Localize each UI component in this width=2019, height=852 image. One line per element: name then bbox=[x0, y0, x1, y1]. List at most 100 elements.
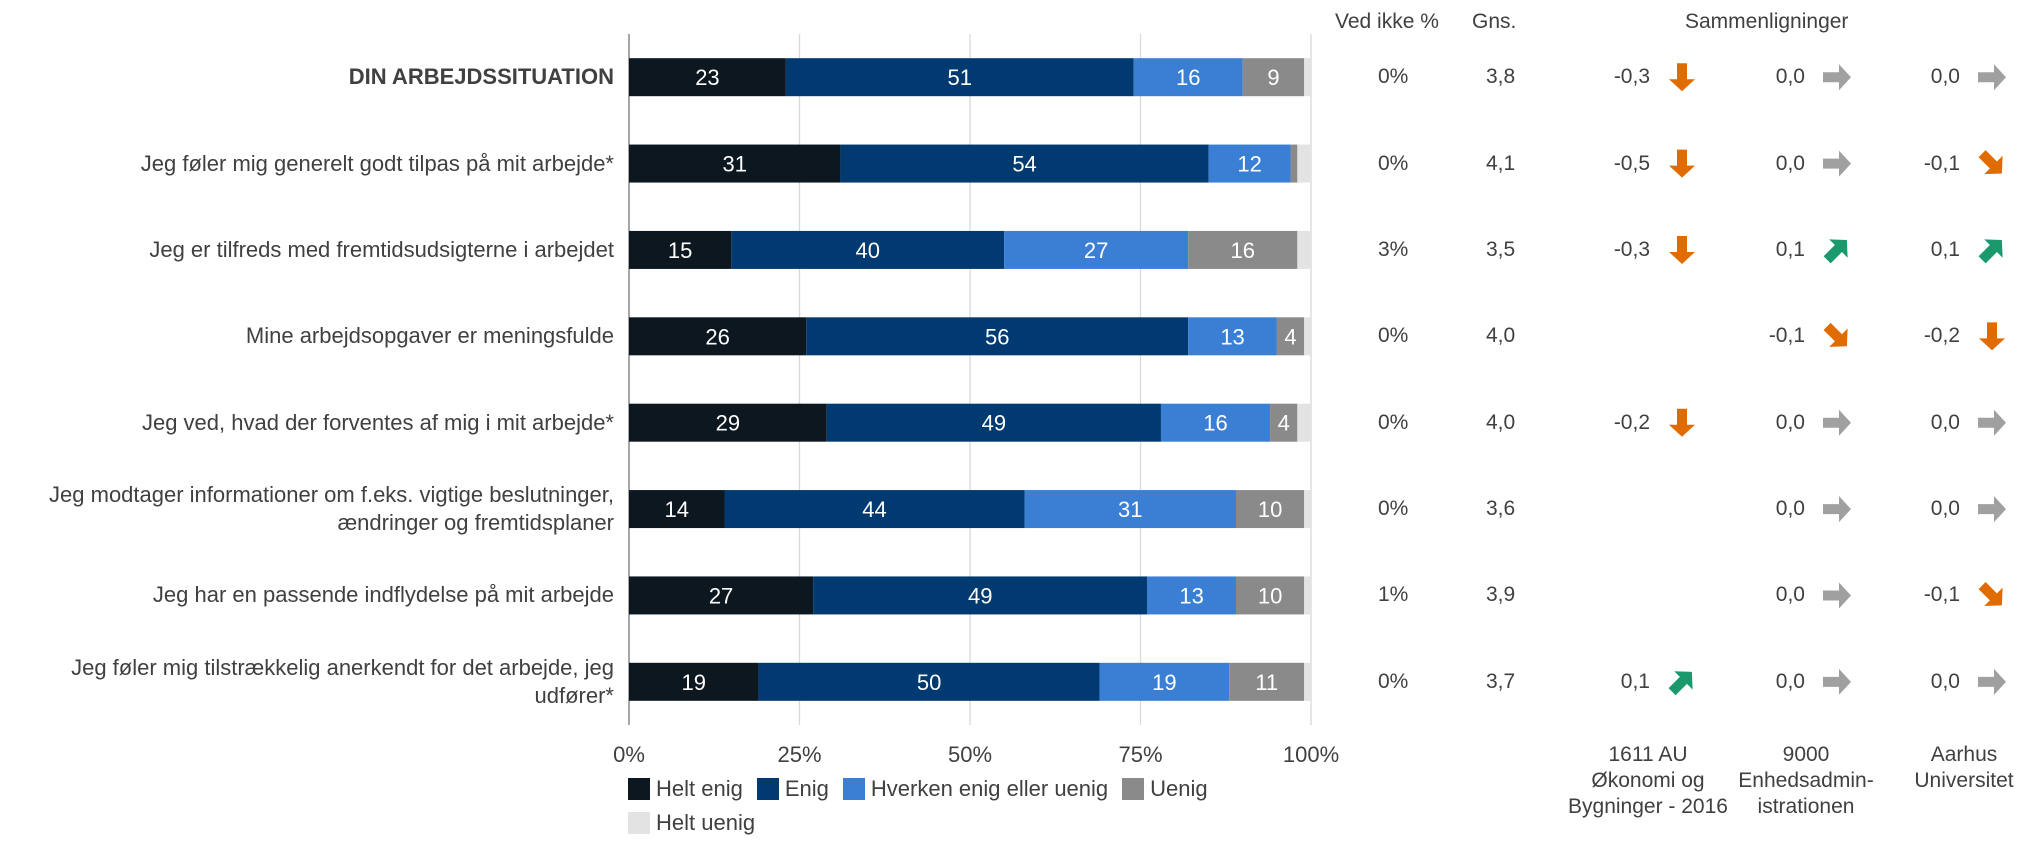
bar-segment bbox=[1004, 230, 1189, 269]
comparison-value: 0,0 bbox=[1930, 410, 1960, 434]
ved-ikke-value: 3% bbox=[1378, 237, 1409, 261]
legend-label: Uenig bbox=[1150, 776, 1208, 801]
comparison-group-header: 9000 Enhedsadmin-istrationen bbox=[1738, 743, 1874, 818]
gns-value: 3,7 bbox=[1486, 669, 1516, 693]
comparison-value: -0,5 bbox=[1613, 151, 1650, 175]
arrow-right-icon bbox=[1823, 64, 1851, 91]
x-tick-label: 0% bbox=[613, 742, 645, 767]
comparison-value: 0,0 bbox=[1775, 65, 1805, 89]
bar-data-label: 4 bbox=[1278, 411, 1290, 436]
bar-segment bbox=[629, 144, 841, 183]
bar-segment bbox=[1024, 490, 1236, 529]
ved-ikke-value: 0% bbox=[1378, 669, 1409, 693]
arrow-right-icon bbox=[1823, 668, 1851, 695]
bar-segment bbox=[724, 490, 1025, 529]
bar-data-label: 50 bbox=[917, 670, 941, 695]
comparison-value: -0,2 bbox=[1613, 410, 1650, 434]
comparison-value: 0,1 bbox=[1775, 237, 1805, 261]
arrow-down-right-icon bbox=[1978, 150, 2003, 175]
bar-segment bbox=[1297, 230, 1311, 269]
bar-segment bbox=[1242, 58, 1305, 97]
bar-data-label: 10 bbox=[1258, 583, 1282, 608]
bar-segment bbox=[1235, 576, 1305, 615]
bar-data-label: 29 bbox=[716, 411, 740, 436]
arrow-down-right-icon bbox=[1978, 582, 2003, 607]
bar-segment bbox=[1297, 144, 1311, 183]
bar-segment bbox=[1208, 144, 1291, 183]
bar-data-label: 16 bbox=[1203, 411, 1227, 436]
ved-ikke-value: 0% bbox=[1378, 497, 1409, 521]
bar-data-label: 44 bbox=[862, 497, 886, 522]
bar-segment bbox=[813, 576, 1148, 615]
category-label: Jeg er tilfreds med fremtidsudsigterne i… bbox=[149, 236, 614, 262]
arrow-right-icon bbox=[1978, 64, 2006, 91]
x-tick-label: 50% bbox=[948, 742, 992, 767]
bar-segment bbox=[1290, 144, 1298, 183]
bar-segment bbox=[1229, 662, 1305, 701]
bar-data-label: 11 bbox=[1255, 670, 1278, 695]
bar-data-label: 9 bbox=[1267, 65, 1279, 90]
gns-value: 3,6 bbox=[1486, 497, 1516, 521]
comparison-value: -0,1 bbox=[1768, 324, 1805, 348]
bar-data-label: 49 bbox=[982, 411, 1006, 436]
bar-segment bbox=[1304, 317, 1311, 356]
header-sammenligninger: Sammenligninger bbox=[1685, 10, 1849, 33]
bar-segment bbox=[826, 403, 1161, 442]
legend-swatch bbox=[756, 778, 779, 800]
legend-label: Hverken enig eller uenig bbox=[870, 776, 1109, 801]
comparison-group-header: Aarhus Universitet bbox=[1914, 743, 2014, 792]
legend: Helt enig Enig Hverken enig eller uenig Uen… bbox=[628, 772, 1328, 840]
arrow-right-icon bbox=[1823, 150, 1851, 177]
gns-value: 3,9 bbox=[1486, 583, 1516, 607]
ved-ikke-value: 0% bbox=[1378, 151, 1409, 175]
legend-label: Helt enig bbox=[656, 776, 743, 801]
bar-segment bbox=[731, 230, 1005, 269]
legend-item: Hverken enig eller uenig bbox=[842, 772, 1109, 806]
bar-data-label: 12 bbox=[1237, 152, 1261, 177]
category-label: Jeg modtager informationer om f.eks. vig… bbox=[49, 482, 614, 536]
arrow-down-right-icon bbox=[1823, 322, 1848, 347]
bar-data-label: 13 bbox=[1220, 324, 1244, 349]
comparison-value: 0,1 bbox=[1930, 237, 1960, 261]
arrow-down-icon bbox=[1669, 63, 1695, 92]
arrow-down-icon bbox=[1669, 408, 1695, 437]
legend-swatch bbox=[1122, 778, 1145, 800]
ved-ikke-value: 0% bbox=[1378, 324, 1409, 348]
bar-segment bbox=[629, 403, 827, 442]
ved-ikke-value: 1% bbox=[1378, 583, 1409, 607]
category-label: Jeg føler mig generelt godt tilpas på mi… bbox=[140, 150, 614, 176]
bar-data-label: 26 bbox=[705, 324, 729, 349]
bar-segment bbox=[1133, 58, 1243, 97]
arrow-up-right-icon bbox=[1668, 671, 1693, 696]
legend-label: Enig bbox=[784, 776, 829, 801]
arrow-right-icon bbox=[1978, 496, 2006, 523]
bar-segment bbox=[758, 662, 1100, 701]
bar-data-label: 31 bbox=[722, 152, 746, 177]
legend-item: Helt enig bbox=[628, 772, 743, 806]
category-label: Mine arbejdsopgaver er meningsfulde bbox=[245, 323, 614, 349]
bar-segment bbox=[1297, 403, 1311, 442]
bar-segment bbox=[629, 230, 732, 269]
bar-data-label: 4 bbox=[1284, 324, 1296, 349]
arrow-right-icon bbox=[1978, 668, 2006, 695]
comparison-value: -0,1 bbox=[1923, 583, 1960, 607]
comparison-value: -0,1 bbox=[1923, 151, 1960, 175]
comparison-value: -0,3 bbox=[1613, 65, 1650, 89]
comparison-value: 0,1 bbox=[1620, 669, 1650, 693]
gns-value: 4,0 bbox=[1486, 324, 1516, 348]
arrow-right-icon bbox=[1823, 409, 1851, 436]
legend-label: Helt uenig bbox=[656, 810, 756, 835]
arrow-right-icon bbox=[1978, 409, 2006, 436]
arrow-down-icon bbox=[1979, 322, 2005, 351]
bar-data-label: 16 bbox=[1231, 238, 1255, 263]
comparison-value: 0,0 bbox=[1930, 669, 1960, 693]
bar-data-label: 31 bbox=[1118, 497, 1142, 522]
bar-segment bbox=[785, 58, 1134, 97]
arrow-up-right-icon bbox=[1823, 239, 1848, 264]
bar-data-label: 27 bbox=[709, 583, 733, 608]
bar-segment bbox=[840, 144, 1209, 183]
header-gns: Gns. bbox=[1472, 10, 1517, 33]
comparison-value: 0,0 bbox=[1930, 65, 1960, 89]
